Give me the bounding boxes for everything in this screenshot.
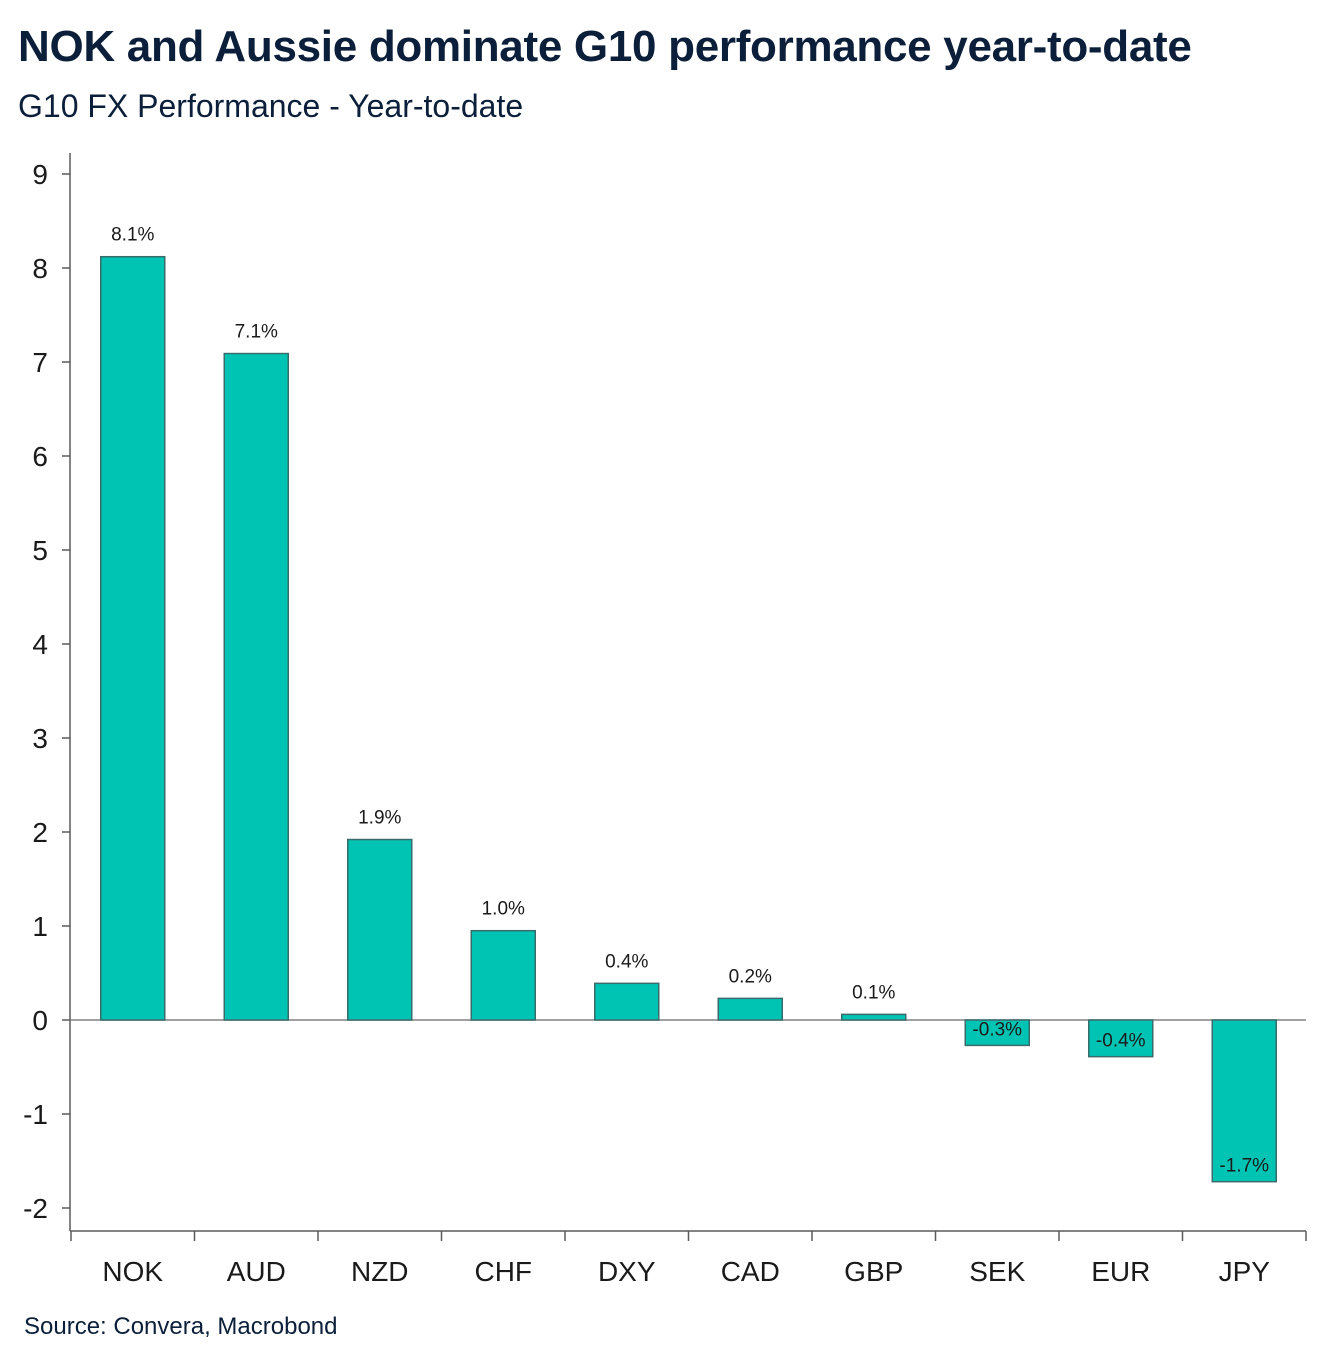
x-tick-label: AUD [227,1256,286,1287]
y-tick-label: 0 [32,1005,48,1036]
bar-aud [223,352,289,1021]
bar-jpy [1211,1019,1277,1183]
y-tick-label: -1 [23,1099,48,1130]
bar-eur [1088,1019,1154,1058]
data-label: 8.1% [111,225,154,246]
data-label: 0.4% [605,951,648,972]
y-tick-label: 8 [32,253,48,284]
x-tick-label: JPY [1219,1256,1271,1287]
x-tick-label: SEK [969,1256,1025,1287]
x-tick-label: CHF [474,1256,532,1287]
y-tick-label: 2 [32,817,48,848]
chart-subtitle: G10 FX Performance - Year-to-date [18,88,524,124]
y-tick-label: 5 [32,535,48,566]
y-tick-label: 7 [32,347,48,378]
data-label: 7.1% [235,322,278,343]
bar-nzd [347,838,413,1021]
x-axis: NOK AUD NZD CHF DXY CAD GBP SEK EUR JPY [70,1019,1307,1287]
data-label: -0.3% [972,1019,1022,1040]
bar-chf [470,929,536,1021]
data-label: 0.2% [729,966,772,987]
bar-sek [964,1019,1030,1047]
y-tick-label: 1 [32,911,48,942]
bar-gbp [841,1013,907,1021]
x-tick-label: DXY [598,1256,656,1287]
bar-cad [717,997,783,1021]
y-axis: 9 8 7 6 5 4 3 2 1 0 -1 -2 [23,153,71,1231]
x-tick-label: NZD [351,1256,409,1287]
bar-nok [100,255,166,1021]
x-tick-label: NOK [102,1256,163,1287]
chart-title: NOK and Aussie dominate G10 performance … [18,22,1192,71]
data-label: -1.7% [1219,1156,1269,1177]
data-labels: 8.1% 7.1% 1.9% 1.0% 0.4% 0.2% 0.1% -0.3% -0.4% -1… [111,225,1269,1177]
source-note: Source: Convera, Macrobond [24,1313,338,1340]
bar-dxy [594,982,660,1021]
bars [100,255,1277,1183]
y-tick-label: 4 [32,629,48,660]
x-tick-label: GBP [844,1256,903,1287]
data-label: 1.0% [482,899,525,920]
y-tick-label: 3 [32,723,48,754]
bar-chart: 9 8 7 6 5 4 3 2 1 0 -1 -2 NOK AUD NZD CHF DXY CAD GBP SEK E… [23,153,1307,1287]
x-tick-label: EUR [1091,1256,1150,1287]
data-label: 1.9% [358,808,401,829]
y-tick-label: 6 [32,441,48,472]
y-tick-label: 9 [32,159,48,190]
y-tick-label: -2 [23,1193,48,1224]
data-label: -0.4% [1096,1031,1146,1052]
x-tick-label: CAD [721,1256,780,1287]
data-label: 0.1% [852,982,895,1003]
